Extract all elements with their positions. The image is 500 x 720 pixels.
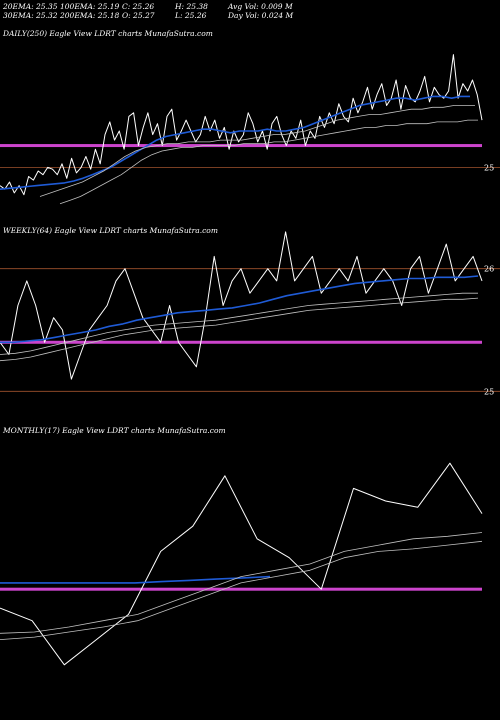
indicator-ema200: 200EMA: 25.18	[60, 11, 120, 20]
indicator-low: L: 25.26	[175, 11, 207, 20]
y-tick-label-0: 26	[484, 265, 494, 274]
ema-slow_a-line	[0, 292, 478, 355]
support-band	[0, 144, 482, 148]
price-line	[0, 54, 483, 196]
y-tick-label-1: 25	[484, 387, 494, 396]
ema-slow_a-line	[39, 105, 475, 197]
ema-fast-line	[0, 95, 470, 190]
daily-panel: DAILY(250) Eagle View LDRT charts Munafa…	[0, 29, 500, 205]
ema-slow_b-line	[59, 119, 478, 205]
support-band	[0, 340, 482, 344]
indicator-high: H: 25.38	[175, 2, 208, 11]
indicator-ema30: 30EMA: 25.32	[3, 11, 58, 20]
price-line	[0, 231, 483, 380]
daily-title: DAILY(250) Eagle View LDRT charts Munafa…	[2, 29, 213, 38]
indicator-ema20: 20EMA: 25.35	[3, 2, 58, 11]
ema-fast-line	[0, 575, 271, 584]
indicator-open: O: 25.27	[122, 11, 155, 20]
support-band	[0, 587, 482, 591]
monthly-title: MONTHLY(17) Eagle View LDRT charts Munaf…	[2, 426, 226, 435]
price-line	[0, 462, 483, 666]
indicator-avgvol: Avg Vol: 0.009 M	[228, 2, 293, 11]
ema-slow_b-line	[0, 297, 479, 362]
ema-fast-line	[0, 275, 479, 344]
ema-slow_b-line	[0, 540, 483, 640]
indicator-ema100: 100EMA: 25.19	[60, 2, 120, 11]
monthly-panel: MONTHLY(17) Eagle View LDRT charts Munaf…	[0, 426, 483, 666]
weekly-panel: WEEKLY(64) Eagle View LDRT charts Munafa…	[0, 226, 500, 396]
ema-slow_a-line	[0, 532, 483, 634]
weekly-title: WEEKLY(64) Eagle View LDRT charts Munafa…	[3, 226, 218, 235]
indicator-dayvol: Day Vol: 0.024 M	[228, 11, 294, 20]
y-tick-label-0: 25	[484, 163, 494, 172]
indicator-close: C: 25.26	[122, 2, 155, 11]
